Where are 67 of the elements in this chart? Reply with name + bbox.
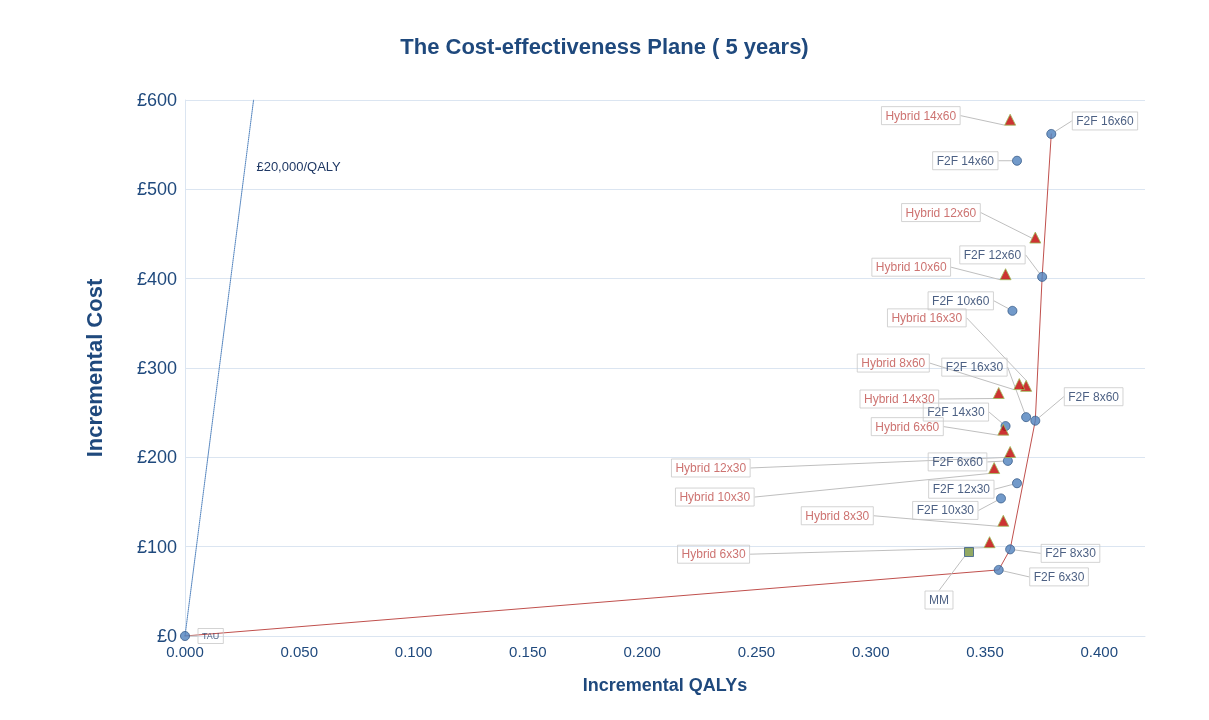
- point: [1004, 445, 1017, 458]
- point: [1037, 271, 1048, 282]
- point: [993, 564, 1004, 575]
- data-label: Hybrid 8x60: [861, 356, 926, 371]
- y-tick-label: £0: [156, 626, 177, 646]
- point: [1046, 128, 1057, 139]
- data-label: Hybrid 16x30: [891, 310, 963, 325]
- data-label: Hybrid 12x60: [905, 205, 977, 220]
- point: [997, 514, 1010, 527]
- data-label: F2F 12x30: [932, 482, 991, 497]
- data-label: F2F 16x60: [1076, 113, 1134, 128]
- point: [983, 536, 996, 549]
- chart-title: The Cost-effectiveness Plane ( 5 years): [400, 33, 809, 59]
- point: [992, 387, 1005, 400]
- data-label: Hybrid 6x30: [681, 547, 746, 562]
- y-tick-label: £200: [136, 447, 177, 468]
- point: [964, 547, 974, 558]
- data-label: F2F 10x60: [932, 293, 990, 308]
- point: [1030, 415, 1041, 426]
- data-label: F2F 14x30: [927, 405, 985, 420]
- data-label: F2F 6x30: [1033, 569, 1085, 584]
- y-tick-label: £600: [136, 90, 177, 110]
- x-tick-label: 0.250: [737, 643, 776, 660]
- y-tick-label: £100: [136, 536, 177, 557]
- data-label: TAU: [202, 631, 220, 641]
- point: [1007, 305, 1018, 316]
- data-label: Hybrid 12x30: [675, 460, 747, 475]
- x-tick-label: 0.200: [623, 643, 661, 660]
- data-label: F2F 16x30: [945, 360, 1004, 375]
- y-tick-label: £300: [136, 358, 177, 378]
- data-label: F2F 8x30: [1045, 546, 1097, 561]
- data-label: Hybrid 14x30: [864, 392, 936, 407]
- x-tick-label: 0.100: [394, 643, 433, 660]
- x-tick-label: 0.050: [280, 643, 319, 660]
- y-tick-label: £500: [136, 179, 177, 200]
- point: [1012, 155, 1022, 166]
- point: [997, 423, 1010, 436]
- point: [988, 462, 1001, 475]
- point: [1029, 231, 1042, 244]
- point: [180, 631, 190, 641]
- point: [996, 493, 1006, 504]
- point: [1005, 544, 1016, 555]
- y-tick-label: £400: [136, 268, 177, 289]
- data-label: Hybrid 10x60: [875, 260, 947, 275]
- x-tick-label: 0.350: [966, 643, 1004, 660]
- x-tick-label: 0.400: [1080, 643, 1119, 660]
- data-label: Hybrid 10x30: [679, 490, 751, 505]
- x-tick-label: 0.300: [851, 643, 890, 660]
- data-label: Hybrid 8x30: [805, 508, 870, 523]
- data-label: F2F 10x30: [916, 503, 975, 518]
- series-label: £20,000/QALY: [256, 159, 342, 174]
- point: [1013, 378, 1026, 391]
- point: [1012, 478, 1022, 489]
- data-label: F2F 8x60: [1068, 389, 1120, 404]
- data-label: F2F 14x60: [936, 153, 995, 168]
- data-label: F2F 6x60: [932, 454, 984, 469]
- data-label: Hybrid 14x60: [885, 108, 957, 123]
- data-label: MM: [929, 593, 949, 608]
- data-label: Hybrid 6x60: [875, 419, 940, 434]
- data-label: F2F 12x60: [963, 247, 1022, 262]
- point: [1021, 412, 1032, 423]
- y-axis-title: Incremental Cost: [81, 278, 107, 458]
- point: [999, 268, 1012, 281]
- x-tick-label: 0.000: [166, 643, 204, 660]
- point: [1004, 113, 1017, 126]
- x-axis-title: Incremental QALYs: [582, 675, 748, 695]
- x-tick-label: 0.150: [509, 643, 547, 660]
